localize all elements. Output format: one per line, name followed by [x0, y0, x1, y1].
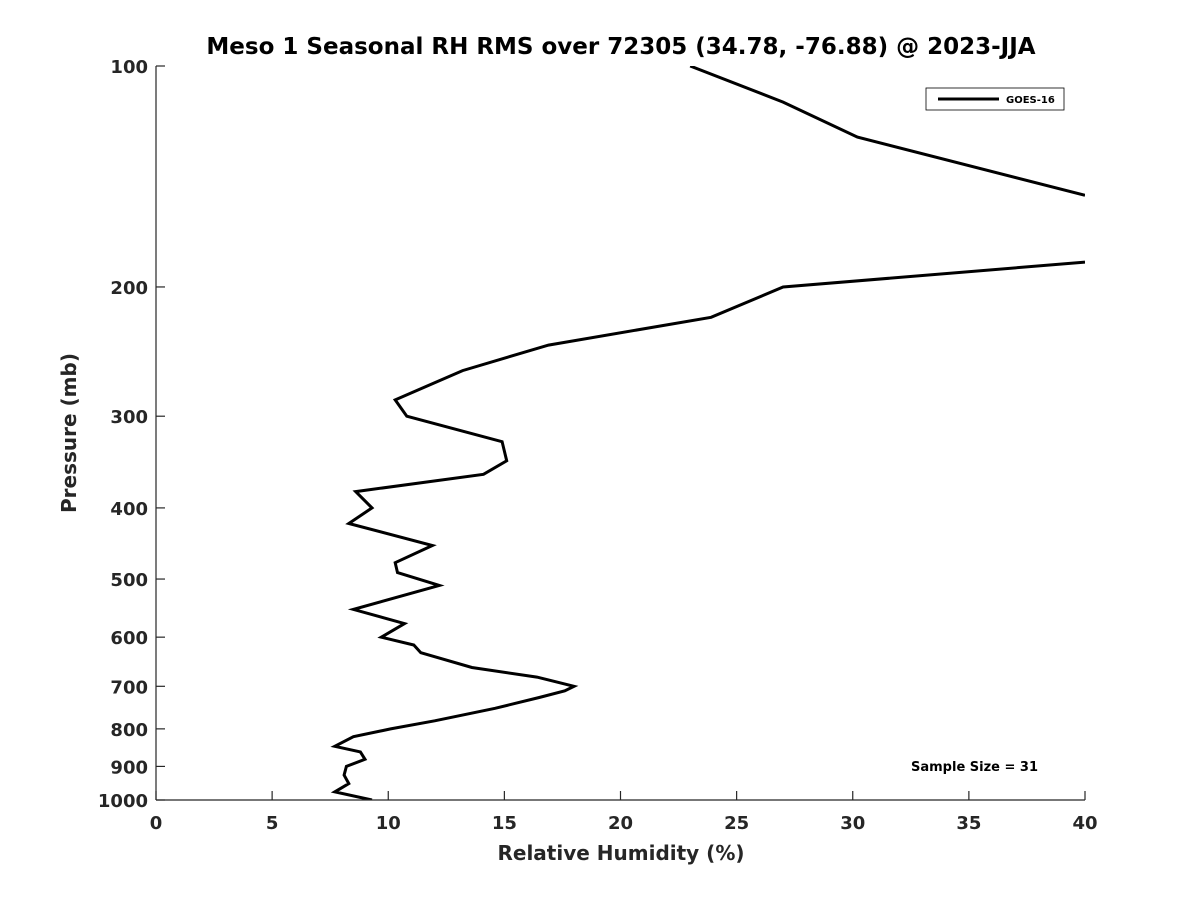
x-tick-label-0: 0: [150, 813, 163, 834]
y-tick-label-600: 600: [110, 628, 148, 649]
x-tick-label-40: 40: [1072, 813, 1097, 834]
x-axis-label: Relative Humidity (%): [497, 841, 744, 865]
x-tick-label-35: 35: [956, 813, 981, 834]
y-tick-label-1000: 1000: [98, 791, 148, 812]
plot-background: [156, 66, 1085, 800]
chart-title: Meso 1 Seasonal RH RMS over 72305 (34.78…: [206, 34, 1035, 60]
y-tick-label-100: 100: [110, 57, 148, 78]
y-tick-label-800: 800: [110, 720, 148, 741]
x-tick-label-10: 10: [376, 813, 401, 834]
series-line-goes-16-segment-0: [689, 66, 1085, 197]
legend-label-goes-16: GOES-16: [1006, 95, 1055, 106]
series-line-goes-16-segment-1: [330, 260, 1085, 800]
legend: GOES-16: [925, 87, 1065, 111]
series-layer: [330, 66, 1085, 800]
x-tick-label-25: 25: [724, 813, 749, 834]
y-axis-label: Pressure (mb): [57, 353, 81, 513]
y-tick-label-300: 300: [110, 407, 148, 428]
plot-area: [156, 66, 1085, 800]
y-tick-label-700: 700: [110, 677, 148, 698]
x-tick-label-15: 15: [492, 813, 517, 834]
y-tick-label-900: 900: [110, 757, 148, 778]
sample-size-annotation: Sample Size = 31: [911, 760, 1038, 775]
x-tick-label-20: 20: [608, 813, 633, 834]
x-tick-label-30: 30: [840, 813, 865, 834]
y-tick-label-500: 500: [110, 570, 148, 591]
y-tick-label-400: 400: [110, 499, 148, 520]
x-axis-ticks: 0 5 10 15 20 25 30 35 40: [150, 791, 1098, 834]
x-tick-label-5: 5: [266, 813, 279, 834]
y-axis-ticks: 100 200 300 400 500 600 700 800 900 1000: [98, 57, 165, 812]
y-tick-label-200: 200: [110, 278, 148, 299]
